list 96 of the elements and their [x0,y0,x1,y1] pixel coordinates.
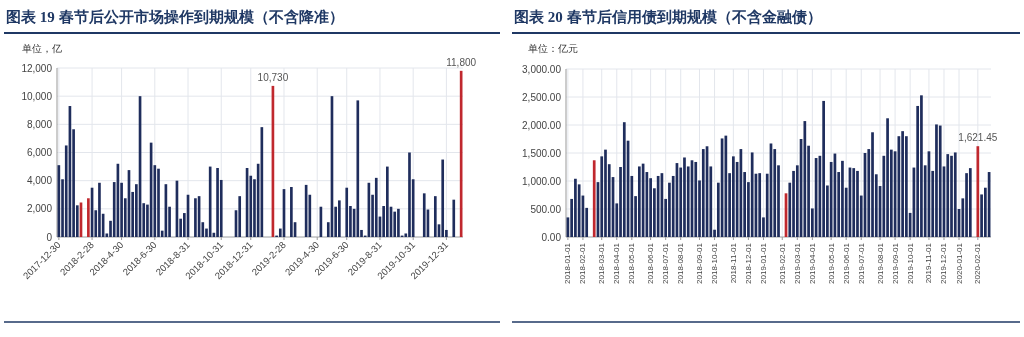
y-axis-title: 单位：亿元 [528,43,578,54]
y-tick-label: 2,000 [26,203,53,215]
bar [208,166,212,237]
x-tick-label: 2019-09-01 [890,242,900,284]
bar [822,100,825,237]
bar [683,157,686,237]
x-tick-label: 2018-02-01 [578,242,588,284]
x-tick-label: 2019-05-01 [826,242,836,284]
data-label: 10,730 [257,71,289,83]
x-tick-label: 2018-10-01 [710,242,720,284]
bar [338,200,341,237]
x-tick-label: 2018-07-01 [661,242,671,284]
data-label: 1,621.45 [958,132,998,144]
chart-title: 图表 20 春节后信用债到期规模（不含金融债） [514,9,822,25]
bar [345,187,349,237]
x-tick-label: 2019-07-01 [856,242,866,284]
x-tick-label: 2018-06-01 [646,242,656,284]
chart-title: 图表 19 春节后公开市场操作到期规模（不含降准） [6,8,344,25]
y-axis-title: 单位，亿 [22,43,62,54]
bar [732,156,735,237]
bar [356,100,360,237]
y-tick-label: 1,500.00 [522,147,562,159]
bar [946,154,950,237]
bar [935,124,938,237]
bar [408,152,411,237]
y-tick-label: 2,000.00 [522,119,562,131]
bar [901,131,904,237]
x-tick-label: 2018-09-01 [695,242,705,284]
bar [574,178,577,237]
bar [701,149,705,237]
y-tick-label: 500.00 [530,203,562,215]
bar [238,196,242,237]
x-tick-label: 2019-11-01 [924,242,934,284]
x-tick-label: 2019-10-01 [905,242,915,284]
bar [422,193,426,237]
bar [87,198,90,237]
bar [852,168,856,237]
y-tick-label: 0.00 [541,231,562,243]
bar [871,132,874,237]
bar [724,135,728,237]
bar [758,173,762,237]
x-tick-label: 2019-01-01 [758,242,768,284]
bar [98,182,101,237]
bar [604,149,607,237]
data-label: 11,800 [446,56,477,68]
bar [433,196,437,237]
bar [976,146,980,237]
x-tick-label: 2019-03-01 [792,242,802,284]
bar [386,166,389,237]
bar [694,161,698,237]
y-tick-label: 4,000 [26,175,53,187]
x-tick-label: 2018-03-01 [597,242,607,284]
bar [637,166,641,237]
y-tick-label: 8,000 [26,118,53,130]
bar [938,125,942,237]
x-tick-label: 2019-08-01 [875,242,885,284]
bar [374,177,378,237]
bar [856,170,859,237]
bar [216,167,219,237]
x-tick-label: 2018-01-01 [563,242,573,284]
bar [841,160,844,237]
x-tick-label: 2018-12-01 [743,242,753,284]
y-tick-label: 1,000.00 [522,175,562,187]
bar [290,187,293,237]
x-tick-label: 2018-05-01 [627,242,637,284]
x-tick-label: 2019-02-01 [777,242,787,284]
x-tick-label: 2019-12-01 [939,242,949,284]
x-tick-label: 2019-06-01 [841,242,851,284]
bar [441,159,445,237]
y-tick-label: 12,000 [21,62,53,74]
y-tick-label: 3,000.00 [522,63,562,75]
bar [950,155,953,237]
y-tick-label: 0 [46,231,53,243]
x-tick-label: 2020-01-01 [954,242,964,284]
x-tick-label: 2018-11-01 [728,242,738,284]
bar [622,122,626,237]
bar [592,160,596,237]
bar [750,152,754,237]
y-tick-label: 2,500.00 [522,91,562,103]
y-tick-label: 6,000 [26,147,53,158]
bar [397,208,400,237]
x-tick-label: 2018-04-01 [612,242,622,284]
bar [157,168,160,237]
bar [452,199,456,237]
y-tick-label: 10,000 [21,90,53,102]
bar [656,175,660,237]
x-tick-label: 2020-02-01 [973,242,983,284]
bar [194,198,197,237]
x-tick-label: 2018-08-01 [676,242,686,284]
bar [803,121,807,237]
bar [920,95,923,237]
bar [968,168,972,237]
bar [953,152,957,237]
x-tick-label: 2019-04-01 [807,242,817,284]
bar [886,118,889,237]
bar [393,211,397,237]
